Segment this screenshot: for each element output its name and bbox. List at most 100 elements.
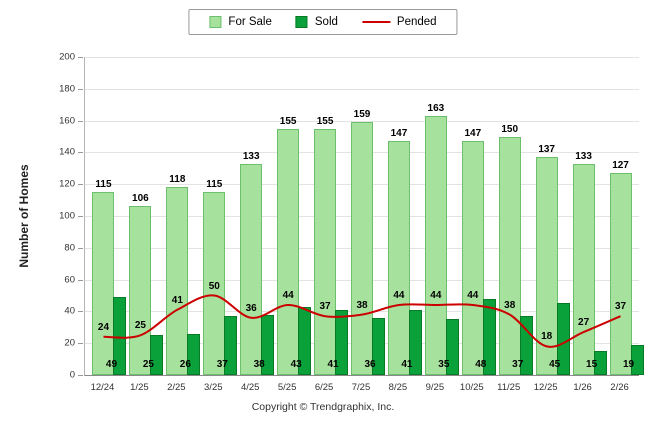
pended-value-label: 25 <box>134 320 146 332</box>
sold-value-label: 19 <box>622 359 635 370</box>
y-axis-tick <box>78 343 83 345</box>
y-axis-tick-label: 180 <box>59 83 75 95</box>
for-sale-bar <box>387 141 410 375</box>
sold-swatch-icon <box>295 16 308 28</box>
y-axis-tick <box>78 88 83 90</box>
pended-value-label: 36 <box>245 302 257 314</box>
x-axis-tick-label: 2/26 <box>610 382 629 393</box>
x-axis-tick-label: 4/25 <box>240 382 260 393</box>
for-sale-value-label: 137 <box>538 144 555 156</box>
sold-bar <box>187 333 201 375</box>
gridline <box>85 120 639 122</box>
pended-value-label: 37 <box>319 301 331 313</box>
copyright-text: Copyright © Trendgraphix, Inc. <box>251 401 395 413</box>
for-sale-value-label: 147 <box>390 128 408 140</box>
pended-value-label: 44 <box>282 290 294 302</box>
gridline <box>85 88 639 90</box>
y-axis-tick <box>78 216 83 217</box>
y-axis-tick-label: 60 <box>64 274 75 286</box>
y-axis-tick <box>78 184 83 186</box>
for-sale-value-label: 150 <box>501 123 519 135</box>
for-sale-bar <box>240 163 263 375</box>
pended-line-icon <box>361 21 390 23</box>
for-sale-bar <box>92 192 115 375</box>
sold-bar <box>113 297 127 375</box>
y-axis-tick-label: 140 <box>59 146 75 158</box>
pended-value-label: 38 <box>356 299 368 311</box>
x-axis-tick-label: 12/25 <box>533 382 558 393</box>
pended-value-label: 18 <box>541 331 553 343</box>
for-sale-value-label: 133 <box>242 150 260 162</box>
y-axis-tick <box>78 57 83 58</box>
for-sale-value-label: 155 <box>316 115 334 127</box>
y-axis-tick-label: 20 <box>64 337 75 349</box>
for-sale-value-label: 159 <box>353 109 371 121</box>
legend-item-pended: Pended <box>361 16 437 28</box>
for-sale-bar <box>572 163 595 375</box>
x-axis-tick-label: 8/25 <box>388 382 408 393</box>
y-axis-tick <box>78 152 83 154</box>
y-axis-tick-label: 80 <box>64 242 75 254</box>
pended-value-label: 41 <box>171 294 183 306</box>
x-axis-tick-label: 7/25 <box>351 382 371 393</box>
y-axis-tick-label: 100 <box>59 210 75 222</box>
for-sale-value-label: 147 <box>464 128 482 140</box>
sold-value-label: 15 <box>586 359 598 370</box>
plot-area: 115 49 24 106 25 25 118 26 41 115 37 50 133 38 36 155 43… <box>84 57 644 376</box>
sold-value-label: 45 <box>549 359 561 370</box>
y-axis-tick <box>78 311 83 313</box>
pended-value-label: 24 <box>97 321 110 333</box>
sold-value-label: 43 <box>290 359 302 370</box>
sold-bar <box>224 316 238 375</box>
y-axis-tick <box>78 279 83 281</box>
sold-bar <box>261 314 275 375</box>
for-sale-value-label: 163 <box>427 102 445 114</box>
legend: For Sale Sold Pended <box>188 9 458 35</box>
sold-bar <box>408 309 422 375</box>
y-axis-tick <box>78 375 83 376</box>
y-axis-tick-label: 120 <box>59 178 75 190</box>
for-sale-bar <box>203 192 226 375</box>
sold-bar <box>445 319 459 375</box>
sold-value-label: 25 <box>142 359 154 370</box>
for-sale-bar <box>498 136 521 375</box>
sold-bar <box>519 316 533 375</box>
sold-value-label: 38 <box>253 359 265 370</box>
pended-value-label: 44 <box>467 290 479 302</box>
for-sale-bar <box>609 173 632 375</box>
sold-bar <box>630 344 644 375</box>
y-axis-tick <box>78 247 83 249</box>
legend-label-pended: Pended <box>396 16 437 28</box>
x-axis-tick-label: 12/24 <box>90 382 115 393</box>
for-sale-bar <box>424 115 447 375</box>
sold-bar <box>593 351 607 375</box>
for-sale-value-label: 155 <box>279 115 297 127</box>
for-sale-value-label: 106 <box>132 193 149 205</box>
x-axis-tick-label: 1/25 <box>130 382 149 393</box>
for-sale-bar <box>277 128 300 375</box>
legend-item-sold: Sold <box>295 16 338 28</box>
x-axis-tick-label: 1/26 <box>573 382 592 393</box>
for-sale-value-label: 118 <box>169 174 186 186</box>
legend-label-sold: Sold <box>314 16 338 28</box>
legend-label-for-sale: For Sale <box>228 16 272 28</box>
sold-value-label: 41 <box>327 359 339 370</box>
for-sale-bar <box>314 128 337 375</box>
pended-line <box>103 294 621 348</box>
y-axis-tick-label: 200 <box>59 51 75 63</box>
pended-value-label: 37 <box>614 301 627 313</box>
x-axis-tick-label: 10/25 <box>459 382 484 393</box>
sold-value-label: 36 <box>364 359 376 370</box>
pended-value-label: 44 <box>393 290 405 302</box>
sold-bar <box>482 298 496 375</box>
x-axis-tick-label: 11/25 <box>497 382 521 393</box>
x-axis-tick-label: 3/25 <box>204 382 223 393</box>
y-axis-tick-label: 160 <box>59 115 75 127</box>
sold-value-label: 41 <box>401 359 413 370</box>
for-sale-bar <box>351 122 373 375</box>
sold-value-label: 49 <box>105 359 118 370</box>
sold-bar <box>150 335 164 375</box>
x-axis-tick-label: 9/25 <box>425 382 445 393</box>
x-axis-tick-label: 5/25 <box>277 382 297 393</box>
